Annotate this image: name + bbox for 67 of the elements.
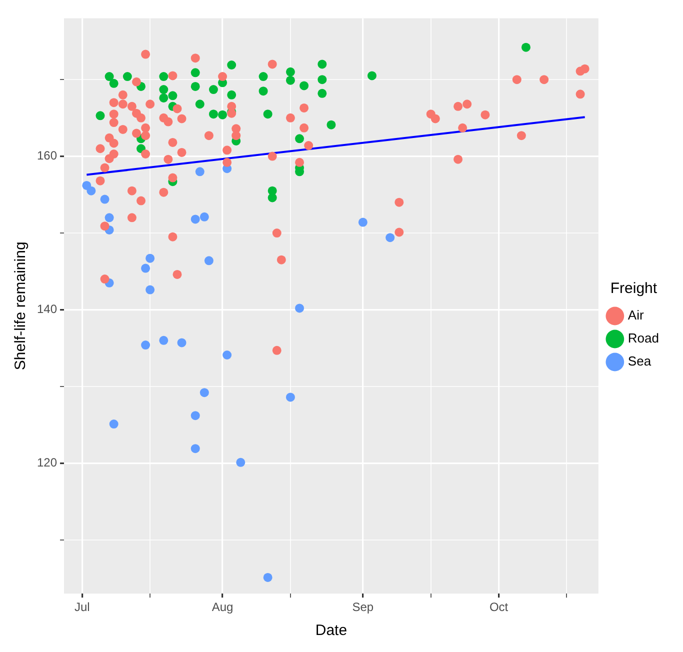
- point: [236, 458, 246, 467]
- point: [159, 93, 168, 102]
- point: [286, 76, 295, 85]
- point: [204, 256, 214, 266]
- point: [190, 68, 200, 78]
- y-tick-label: 120: [36, 455, 58, 470]
- point: [195, 167, 204, 176]
- point: [141, 264, 150, 273]
- point: [218, 110, 228, 120]
- legend-title: Freight: [610, 280, 658, 298]
- point: [200, 212, 209, 222]
- point: [358, 218, 368, 227]
- point: [318, 60, 327, 69]
- point: [141, 340, 150, 350]
- point: [318, 75, 327, 84]
- point: [258, 86, 268, 96]
- point: [100, 194, 110, 204]
- point: [295, 134, 304, 144]
- point: [318, 88, 327, 98]
- point: [227, 90, 236, 100]
- y-tick-label: 160: [36, 148, 58, 163]
- legend-label: Air: [628, 308, 644, 323]
- point: [367, 71, 376, 80]
- point: [159, 72, 168, 82]
- point: [177, 338, 186, 348]
- point: [295, 304, 304, 313]
- point: [122, 72, 132, 82]
- point: [190, 444, 200, 454]
- point: [190, 214, 200, 224]
- point: [286, 67, 295, 76]
- point: [300, 81, 309, 90]
- point: [109, 78, 118, 88]
- x-tick-label: Aug: [212, 600, 234, 614]
- point: [268, 193, 277, 202]
- point: [146, 285, 155, 294]
- point: [168, 91, 178, 100]
- point: [159, 85, 168, 94]
- point: [190, 411, 200, 420]
- legend-label: Road: [628, 330, 659, 346]
- point: [326, 120, 336, 130]
- point: [258, 72, 268, 82]
- y-axis-title: Shelf-life remaining: [12, 242, 30, 370]
- point: [190, 82, 200, 91]
- x-axis-title: Date: [315, 622, 348, 640]
- point: [86, 186, 96, 196]
- point: [146, 254, 155, 263]
- x-tick-label: Sep: [352, 600, 374, 614]
- point: [208, 85, 218, 94]
- x-tick-label: Oct: [489, 600, 509, 614]
- point: [104, 213, 114, 222]
- point: [109, 420, 118, 429]
- point: [200, 388, 209, 398]
- point: [286, 392, 295, 402]
- point: [104, 72, 114, 82]
- point: [521, 42, 530, 52]
- legend-label: Sea: [628, 354, 652, 369]
- point: [263, 572, 272, 582]
- point: [195, 100, 204, 109]
- x-tick-label: Jul: [74, 600, 90, 614]
- point: [222, 350, 232, 360]
- point: [227, 60, 236, 70]
- point: [263, 110, 272, 119]
- point: [96, 111, 105, 120]
- point: [159, 336, 168, 345]
- point: [208, 110, 218, 119]
- y-tick-label: 140: [36, 302, 58, 316]
- point: [386, 233, 395, 242]
